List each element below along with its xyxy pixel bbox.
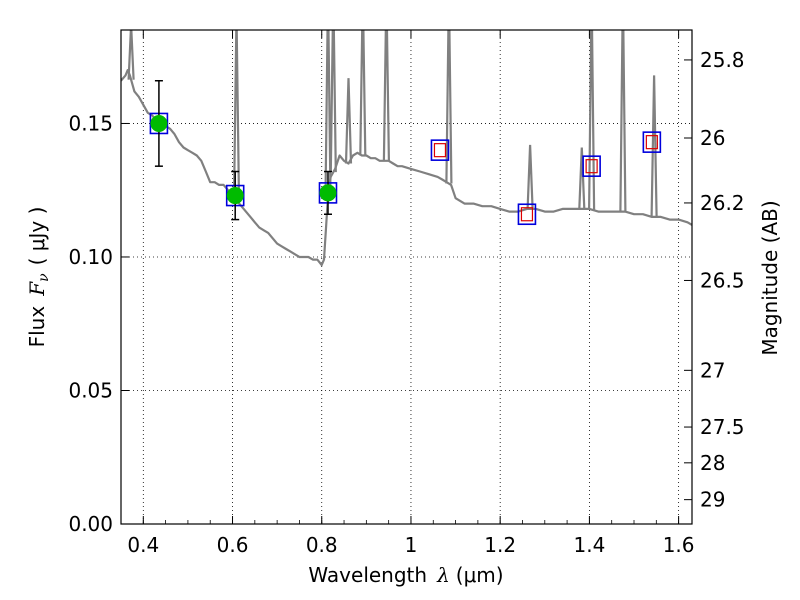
- x-axis-label: Wavelength λ (μm): [308, 563, 503, 587]
- emission-line: [344, 78, 353, 164]
- mag-tick-label: 25.8: [700, 48, 745, 72]
- emission-line: [382, 30, 390, 161]
- mag-tick-label: 27.5: [700, 415, 745, 439]
- y-tick-label: 0.00: [68, 512, 113, 536]
- emission-line: [588, 30, 596, 210]
- plot-frame: [120, 29, 693, 525]
- x-tick-label: 1.6: [663, 533, 695, 557]
- emission-line: [619, 30, 627, 212]
- model-photometry-box: [642, 131, 662, 153]
- mag-tick-label: 26: [700, 126, 725, 150]
- predicted-point: [585, 159, 598, 174]
- predicted-point: [645, 135, 658, 150]
- emission-line: [445, 30, 453, 184]
- y-tick-label: 0.05: [68, 378, 113, 402]
- y-axis-label-unit: ( μJy ): [25, 207, 49, 266]
- emission-line: [526, 144, 534, 209]
- emission-line: [232, 30, 241, 201]
- x-tick-label: 0.8: [306, 533, 338, 557]
- model-photometry-box: [582, 155, 601, 177]
- model-spectrum-layer: [121, 30, 692, 267]
- observed-point: [226, 187, 244, 205]
- emission-line: [578, 147, 586, 209]
- mag-tick-label: 27: [700, 358, 725, 382]
- mag-tick-label: 28: [700, 451, 725, 475]
- observed-point: [319, 184, 337, 202]
- x-axis-label-unit: (μm): [456, 563, 504, 587]
- y-axis-right-label: Magnitude (AB): [758, 200, 782, 355]
- y-axis-label-symbol: F: [25, 281, 49, 297]
- photometry-layer: [149, 79, 662, 226]
- emission-line: [127, 30, 135, 80]
- x-tick-label: 0.4: [127, 533, 159, 557]
- emission-line: [329, 30, 337, 173]
- predicted-point: [433, 143, 447, 158]
- mag-tick-label: 26.5: [700, 268, 745, 292]
- y-tick-label: 0.15: [68, 111, 113, 135]
- x-tick-label: 1.2: [484, 533, 516, 557]
- y-tick-label: 0.10: [68, 245, 113, 269]
- model-photometry-box: [430, 139, 450, 161]
- y-axis-label-subscript: ν: [36, 273, 52, 282]
- y-axis-label: Flux Fν ( μJy ): [25, 207, 52, 348]
- x-axis-label-text: Wavelength: [308, 563, 427, 587]
- model-spectrum-line: [121, 69, 692, 267]
- x-tick-label: 1.4: [573, 533, 605, 557]
- observed-point: [150, 114, 168, 132]
- mag-tick-label: 26.2: [700, 191, 745, 215]
- axis-ticks: 0.4 0.6 0.8 1 1.2 1.4 1.6 0.00 0.05 0.10 0.15 25.8 2…: [68, 30, 745, 557]
- emission-line: [359, 30, 367, 156]
- y-axis-label-text: Flux: [25, 306, 49, 348]
- emission-line: [650, 75, 658, 217]
- x-axis-label-symbol: λ: [436, 563, 450, 587]
- emission-line: [324, 30, 332, 198]
- x-tick-label: 0.6: [217, 533, 249, 557]
- x-tick-label: 1: [405, 533, 418, 557]
- model-photometry-box: [517, 203, 537, 226]
- predicted-point: [520, 207, 534, 222]
- mag-tick-label: 29: [700, 488, 725, 512]
